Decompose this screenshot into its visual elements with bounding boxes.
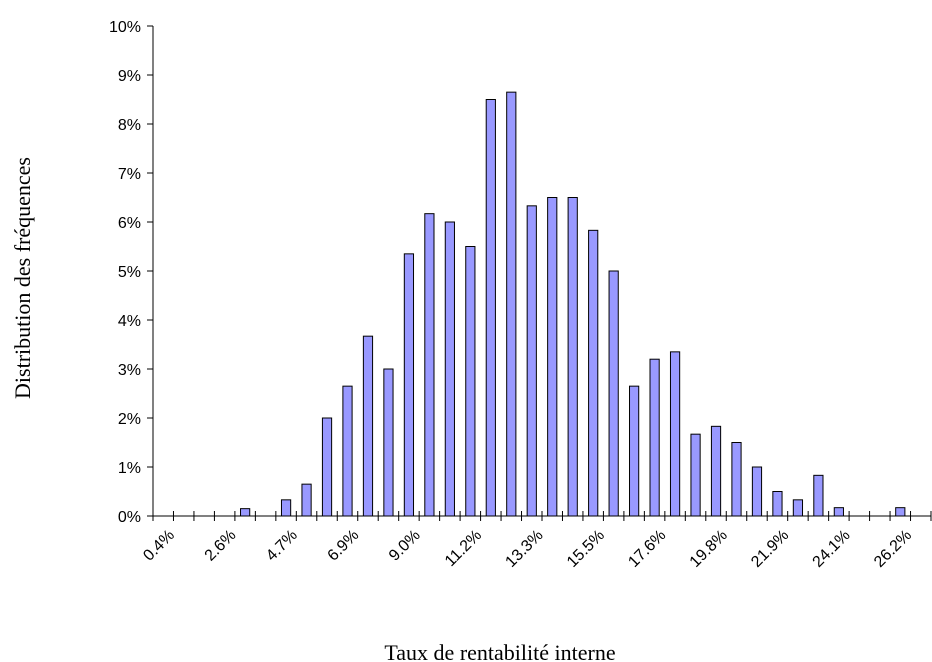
bar (608, 270, 619, 517)
bar (280, 499, 292, 517)
bar (547, 197, 558, 517)
y-tick-label: 2% (118, 411, 141, 428)
y-tick-label: 5% (118, 264, 141, 281)
y-tick-label: 8% (118, 117, 141, 134)
y-tick-label: 6% (118, 215, 141, 232)
bar (710, 425, 722, 517)
y-tick-label: 9% (118, 68, 141, 85)
bar (772, 491, 783, 517)
bar (669, 351, 681, 517)
bar (301, 483, 312, 517)
bar (731, 442, 742, 517)
bar (383, 368, 394, 517)
x-tick-label: 11.2% (442, 527, 485, 570)
x-tick-label: 17.6% (625, 527, 669, 571)
bar (321, 417, 333, 517)
x-tick-label: 6.9% (325, 527, 363, 565)
x-tick-label: 9.0% (386, 527, 424, 565)
bar (506, 91, 517, 517)
x-tick-label: 0.4% (140, 527, 178, 565)
bar (465, 246, 476, 517)
y-tick-label: 10% (109, 19, 141, 36)
bar (424, 213, 435, 517)
bar (588, 229, 599, 517)
bar (526, 205, 537, 517)
x-tick-label: 24.1% (810, 527, 854, 571)
y-axis-ticks: 0% 1% 2% 3% 4% 5% 6% 7% 8% 9% 10% (109, 19, 153, 526)
x-tick-label: 4.7% (263, 527, 301, 565)
bar (895, 507, 906, 517)
x-axis-title: Taux de rentabilité interne (384, 640, 615, 662)
bar (629, 385, 640, 517)
bar (342, 385, 353, 517)
bar (751, 466, 763, 517)
x-tick-label: 13.3% (502, 527, 546, 571)
bar (240, 508, 251, 517)
y-axis-title: Distribution des fréquences (10, 157, 35, 399)
y-tick-label: 0% (118, 509, 141, 526)
x-tick-label: 2.6% (202, 527, 240, 565)
bar (362, 335, 374, 517)
y-tick-label: 3% (118, 362, 141, 379)
bar (833, 507, 844, 517)
x-tick-label: 21.9% (748, 527, 792, 571)
bar (403, 253, 415, 517)
y-tick-label: 4% (118, 313, 141, 330)
bar (813, 474, 824, 517)
bars-group (240, 91, 906, 517)
x-axis-ticks: 0.4% 2.6% 4.7% 6.9% 9.0% 11.2% 13.3% 15.5% 17.6%… (140, 511, 932, 571)
x-tick-label: 15.5% (564, 527, 608, 571)
bar (792, 499, 804, 517)
bar (485, 99, 496, 517)
bar (567, 197, 578, 517)
bar (444, 221, 455, 517)
x-tick-label: 19.8% (687, 527, 731, 571)
bar (690, 433, 701, 517)
x-tick-label: 26.2% (871, 527, 915, 571)
y-tick-label: 1% (118, 460, 141, 477)
bar (649, 358, 660, 517)
y-tick-label: 7% (118, 166, 141, 183)
